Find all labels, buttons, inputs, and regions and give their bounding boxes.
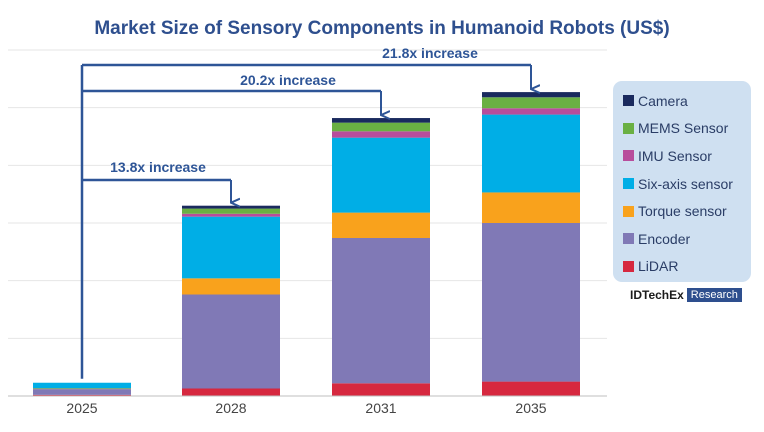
idtechex-logo: IDTechEx Research: [630, 288, 742, 302]
bar-2035-lidar: [482, 381, 580, 396]
legend-item-mems-sensor: MEMS Sensor: [623, 115, 751, 143]
bar-2031-camera: [332, 118, 430, 123]
bar-2031-torque-sensor: [332, 212, 430, 238]
bars: [33, 92, 580, 396]
legend-swatch: [623, 205, 634, 217]
bar-2025-six-axis-sensor: [33, 382, 131, 389]
legend-swatch: [623, 95, 634, 107]
logo-wordmark: IDTechEx: [630, 288, 684, 302]
x-tick-label: 2025: [66, 400, 97, 416]
bar-2031-six-axis-sensor: [332, 137, 430, 213]
annotations: 13.8x increase 20.2x increase 21.8x increa…: [80, 45, 531, 379]
legend-swatch: [623, 150, 634, 162]
legend-label: Camera: [638, 92, 688, 109]
x-tick-label: 2031: [365, 400, 396, 416]
x-tick-label: 2028: [215, 400, 246, 416]
x-axis: 2025 2028 2031 2035: [8, 395, 607, 416]
bar-2025-torque-sensor: [33, 388, 131, 390]
legend-item-imu-sensor: IMU Sensor: [623, 142, 751, 170]
legend-label: MEMS Sensor: [638, 120, 729, 137]
bar-2025-encoder: [33, 389, 131, 395]
bar-2035-torque-sensor: [482, 192, 580, 223]
legend-label: IMU Sensor: [638, 147, 712, 164]
bar-2035-imu-sensor: [482, 108, 580, 115]
legend-swatch: [623, 260, 634, 272]
legend-swatch: [623, 233, 634, 245]
annotation-label: 20.2x increase: [240, 72, 336, 88]
bar-2028-six-axis-sensor: [182, 216, 280, 279]
legend: Camera MEMS Sensor IMU Sensor Six-axis s…: [613, 81, 751, 282]
bar-2031-lidar: [332, 383, 430, 396]
bar-2028-imu-sensor: [182, 213, 280, 217]
logo-research-tag: Research: [686, 288, 742, 302]
bar-2028-encoder: [182, 294, 280, 389]
chart-title: Market Size of Sensory Components in Hum…: [94, 18, 669, 39]
legend-item-camera: Camera: [623, 87, 751, 115]
bar-2035-mems-sensor: [482, 97, 580, 109]
legend-swatch: [623, 178, 634, 190]
legend-item-six-axis-sensor: Six-axis sensor: [623, 170, 751, 198]
x-tick-label: 2035: [515, 400, 546, 416]
legend-item-torque-sensor: Torque sensor: [623, 197, 751, 225]
bar-2028-mems-sensor: [182, 208, 280, 214]
bar-2035-encoder: [482, 223, 580, 382]
legend-item-encoder: Encoder: [623, 225, 751, 253]
bar-2031-encoder: [332, 237, 430, 384]
bar-2028-torque-sensor: [182, 278, 280, 295]
legend-swatch: [623, 122, 634, 134]
bar-2035-camera: [482, 92, 580, 98]
bar-2028-camera: [182, 205, 280, 209]
annotation-label: 13.8x increase: [110, 159, 206, 175]
legend-label: Six-axis sensor: [638, 175, 733, 192]
bar-2028-lidar: [182, 388, 280, 396]
legend-item-lidar: LiDAR: [623, 253, 751, 281]
annotation-label: 21.8x increase: [382, 45, 478, 61]
legend-label: Torque sensor: [638, 203, 727, 220]
bar-2035-six-axis-sensor: [482, 114, 580, 193]
legend-label: LiDAR: [638, 258, 679, 275]
bar-2025-lidar: [33, 394, 131, 396]
legend-label: Encoder: [638, 230, 691, 247]
bar-2031-mems-sensor: [332, 122, 430, 132]
bar-2031-imu-sensor: [332, 131, 430, 138]
